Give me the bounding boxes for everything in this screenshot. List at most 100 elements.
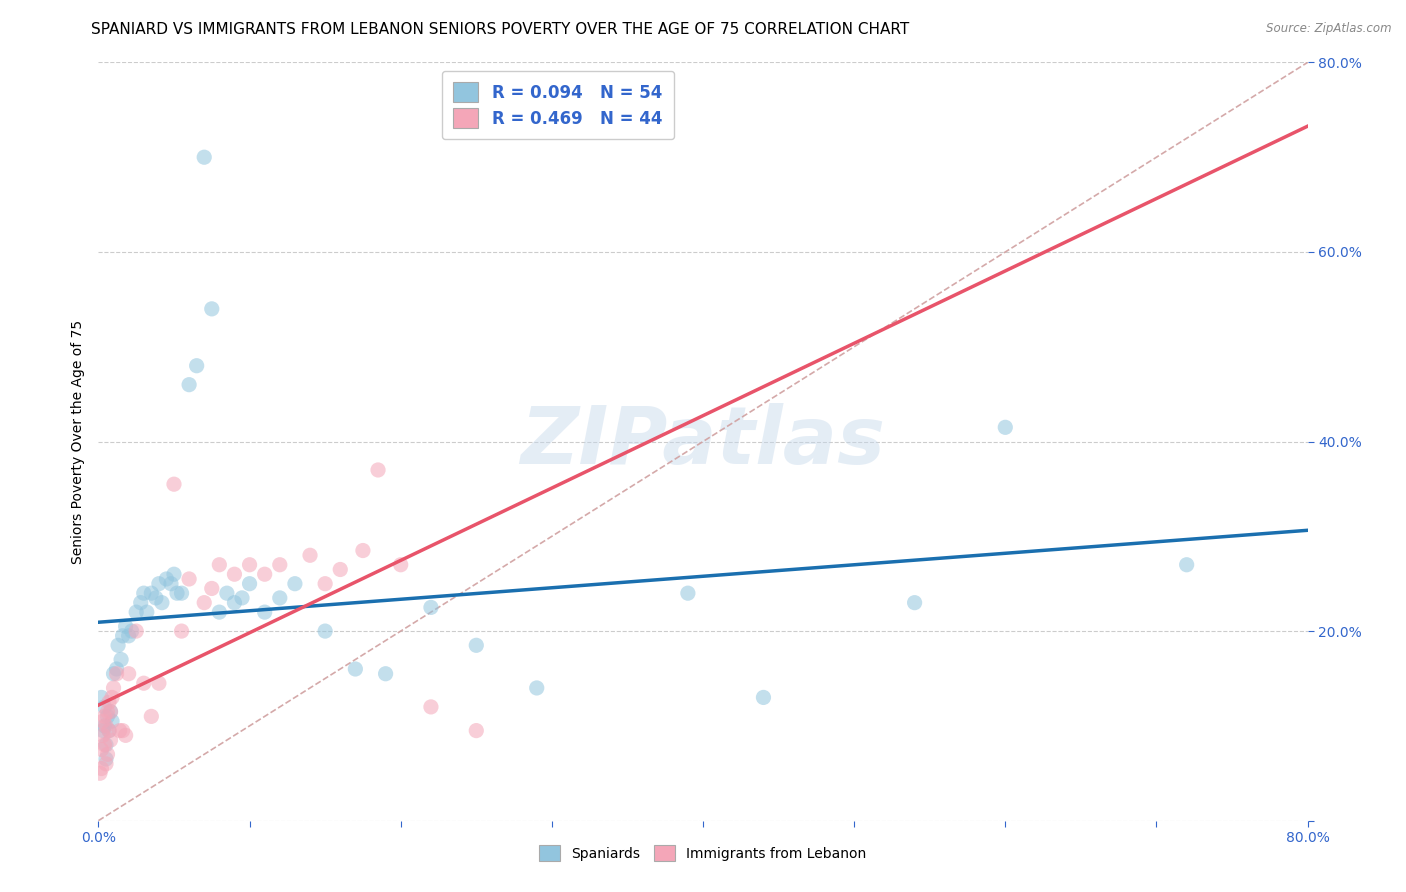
Text: Source: ZipAtlas.com: Source: ZipAtlas.com — [1267, 22, 1392, 36]
Point — [314, 576, 336, 591]
Point — [103, 666, 125, 681]
Point — [108, 723, 131, 738]
Point — [284, 576, 307, 591]
Text: ZIPatlas: ZIPatlas — [520, 402, 886, 481]
Point — [93, 738, 115, 752]
Point — [96, 709, 118, 723]
Point — [1175, 558, 1198, 572]
Point — [344, 662, 367, 676]
Y-axis label: Seniors Poverty Over the Age of 75: Seniors Poverty Over the Age of 75 — [70, 319, 84, 564]
Point — [186, 359, 208, 373]
Point — [239, 558, 262, 572]
Point — [145, 591, 167, 605]
Point — [420, 699, 443, 714]
Point — [253, 605, 276, 619]
Point — [132, 676, 155, 690]
Point — [208, 605, 231, 619]
Point — [100, 733, 122, 747]
Point — [994, 420, 1017, 434]
Point — [94, 719, 117, 733]
Point — [367, 463, 389, 477]
Point — [352, 543, 374, 558]
Point — [269, 558, 291, 572]
Point — [752, 690, 775, 705]
Point — [253, 567, 276, 582]
Point — [160, 576, 183, 591]
Point — [148, 676, 170, 690]
Point — [101, 714, 124, 728]
Point — [179, 572, 201, 586]
Point — [201, 582, 224, 596]
Point — [269, 591, 291, 605]
Point — [179, 377, 201, 392]
Point — [105, 666, 128, 681]
Point — [121, 624, 143, 639]
Point — [100, 705, 122, 719]
Point — [94, 738, 117, 752]
Point — [329, 562, 352, 576]
Point — [90, 690, 112, 705]
Point — [96, 747, 118, 762]
Point — [193, 596, 215, 610]
Point — [208, 558, 231, 572]
Point — [98, 695, 121, 709]
Point — [193, 150, 215, 164]
Point — [94, 756, 117, 771]
Point — [93, 709, 115, 723]
Point — [374, 666, 396, 681]
Point — [904, 596, 927, 610]
Point — [114, 728, 136, 742]
Point — [105, 662, 128, 676]
Point — [314, 624, 336, 639]
Point — [91, 714, 114, 728]
Point — [166, 586, 188, 600]
Point — [125, 624, 148, 639]
Point — [89, 766, 111, 780]
Point — [526, 681, 548, 695]
Point — [129, 596, 152, 610]
Point — [676, 586, 699, 600]
Point — [170, 586, 193, 600]
Point — [201, 301, 224, 316]
Point — [98, 723, 121, 738]
Point — [93, 719, 115, 733]
Point — [155, 572, 177, 586]
Point — [224, 567, 246, 582]
Point — [239, 576, 262, 591]
Point — [118, 666, 141, 681]
Point — [107, 638, 129, 652]
Point — [148, 576, 170, 591]
Point — [141, 586, 163, 600]
Point — [91, 728, 114, 742]
Point — [98, 723, 121, 738]
Point — [111, 629, 134, 643]
Point — [215, 586, 238, 600]
Point — [93, 699, 115, 714]
Point — [94, 752, 117, 766]
Point — [141, 709, 163, 723]
Text: SPANIARD VS IMMIGRANTS FROM LEBANON SENIORS POVERTY OVER THE AGE OF 75 CORRELATI: SPANIARD VS IMMIGRANTS FROM LEBANON SENI… — [91, 22, 910, 37]
Point — [90, 742, 112, 756]
Point — [114, 619, 136, 633]
Point — [100, 705, 122, 719]
Point — [96, 705, 118, 719]
Point — [170, 624, 193, 639]
Point — [132, 586, 155, 600]
Point — [389, 558, 412, 572]
Point — [231, 591, 253, 605]
Point — [299, 548, 322, 563]
Point — [90, 762, 112, 776]
Point — [420, 600, 443, 615]
Point — [125, 605, 148, 619]
Point — [163, 477, 186, 491]
Point — [111, 723, 134, 738]
Point — [118, 629, 141, 643]
Point — [135, 605, 157, 619]
Point — [163, 567, 186, 582]
Point — [150, 596, 173, 610]
Point — [465, 723, 488, 738]
Legend: Spaniards, Immigrants from Lebanon: Spaniards, Immigrants from Lebanon — [534, 839, 872, 867]
Point — [91, 723, 114, 738]
Point — [101, 690, 124, 705]
Point — [465, 638, 488, 652]
